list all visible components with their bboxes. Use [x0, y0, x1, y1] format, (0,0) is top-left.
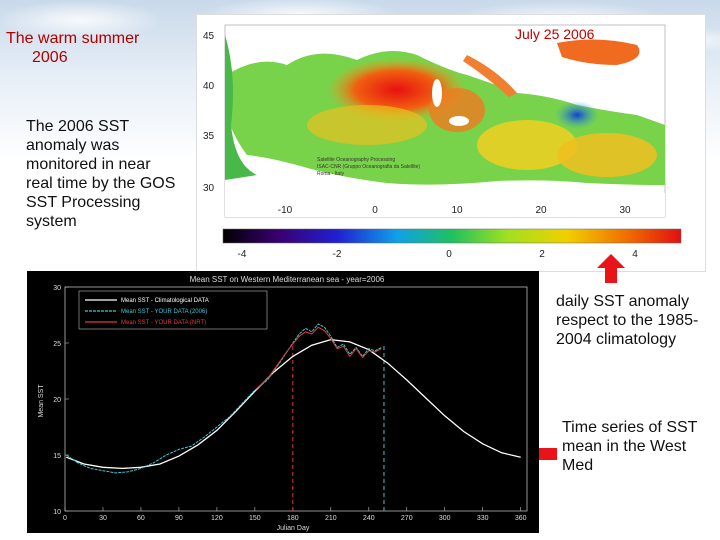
x-tick-label: 360	[515, 515, 527, 522]
credit-line-2: ISAC-CNR (Gruppo Oceanografia da Satelli…	[317, 164, 420, 170]
x-tick-label: 300	[439, 515, 451, 522]
colorbar	[222, 228, 682, 244]
x-tick-label: 180	[287, 515, 299, 522]
x-tick-label: 270	[401, 515, 413, 522]
x-tick-label: 330	[477, 515, 489, 522]
y-axis-label: Mean SST	[38, 384, 45, 418]
colorbar-label: 0	[446, 249, 452, 260]
y-tick-label: 15	[53, 453, 61, 460]
lon-label: 20	[535, 205, 547, 216]
credit-line-3: Roma - Italy	[317, 171, 344, 177]
y-tick-label: 10	[53, 509, 61, 516]
chart-title: Mean SST on Western Mediterranean sea - …	[190, 275, 385, 284]
colorbar-label: -2	[333, 249, 342, 260]
lon-label: -10	[278, 205, 293, 216]
lon-label: 10	[451, 205, 463, 216]
x-tick-label: 30	[99, 515, 107, 522]
slide-title-line2: 2006	[32, 49, 68, 66]
anomaly-note: daily SST anomaly respect to the 1985-20…	[556, 293, 699, 348]
legend-label: Mean SST - YOUR DATA (2006)	[121, 309, 207, 315]
lon-label: 30	[619, 205, 631, 216]
slide-title: The warm summer 2006	[6, 29, 139, 67]
lon-label: 0	[372, 205, 378, 216]
series-line	[66, 323, 382, 474]
slide-title-line1: The warm summer	[6, 30, 140, 47]
intro-text: The 2006 SST anomaly was monitored in ne…	[26, 118, 176, 230]
y-tick-label: 25	[53, 341, 61, 348]
lat-label: 35	[203, 131, 215, 142]
colorbar-label: 2	[539, 249, 545, 260]
y-tick-label: 30	[53, 285, 61, 292]
colorbar-label: -4	[238, 249, 247, 260]
map-date: July 25 2006	[515, 26, 595, 42]
series-line	[66, 338, 521, 470]
y-tick-label: 20	[53, 397, 61, 404]
x-axis-label: Julian Day	[277, 525, 310, 532]
lat-label: 30	[203, 183, 215, 194]
series-line	[254, 326, 382, 391]
x-tick-label: 90	[175, 515, 183, 522]
colorbar-label: 4	[632, 249, 638, 260]
x-tick-label: 150	[249, 515, 261, 522]
x-tick-label: 0	[63, 515, 67, 522]
x-tick-label: 60	[137, 515, 145, 522]
x-tick-label: 210	[325, 515, 337, 522]
lat-label: 45	[203, 31, 215, 42]
legend-label: Mean SST - YOUR DATA (NRT)	[121, 320, 206, 326]
x-tick-label: 120	[211, 515, 223, 522]
lat-label: 40	[203, 81, 215, 92]
credit-line-1: Satellite Oceanography Processing	[317, 157, 395, 163]
x-tick-label: 240	[363, 515, 375, 522]
legend-label: Mean SST - Climatological DATA	[121, 298, 209, 304]
sst-timeseries-chart: Mean SST on Western Mediterranean sea - …	[27, 271, 539, 533]
legend-box	[78, 290, 268, 330]
sst-anomaly-map: Satellite Oceanography Processing ISAC-C…	[196, 14, 706, 272]
arrow-up-icon	[597, 254, 625, 283]
timeseries-note: Time series of SST mean in the West Med	[562, 419, 698, 474]
